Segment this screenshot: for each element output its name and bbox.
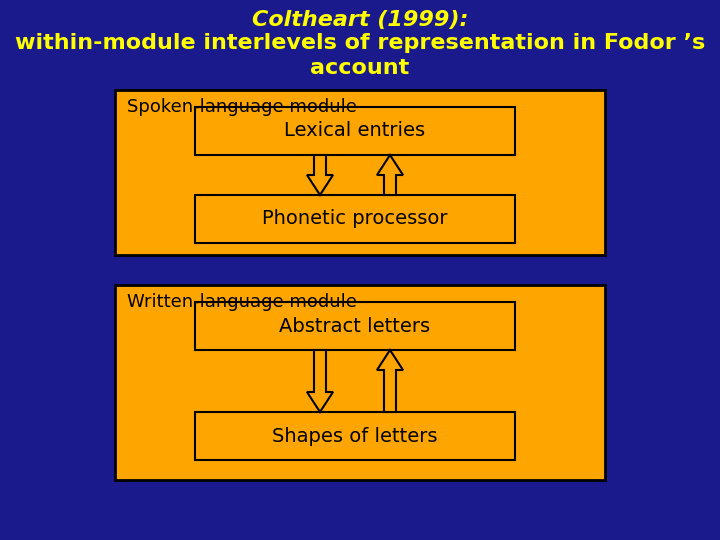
Text: Spoken-language module: Spoken-language module: [127, 98, 357, 116]
Polygon shape: [307, 350, 333, 412]
Bar: [115, 90, 605, 255]
Text: Coltheart (1999):: Coltheart (1999):: [252, 10, 468, 30]
Polygon shape: [377, 155, 403, 195]
Text: Abstract letters: Abstract letters: [279, 316, 431, 335]
Polygon shape: [377, 350, 403, 412]
Text: within-module interlevels of representation in Fodor ’s: within-module interlevels of representat…: [15, 33, 705, 53]
Text: Phonetic processor: Phonetic processor: [262, 210, 448, 228]
Bar: [115, 285, 605, 480]
Bar: [195, 107, 515, 155]
Text: Shapes of letters: Shapes of letters: [272, 427, 438, 446]
Bar: [195, 412, 515, 460]
Bar: [195, 302, 515, 350]
Text: Lexical entries: Lexical entries: [284, 122, 426, 140]
Text: Written-language module: Written-language module: [127, 293, 357, 311]
Polygon shape: [307, 155, 333, 195]
Text: account: account: [310, 58, 410, 78]
Bar: [195, 195, 515, 243]
